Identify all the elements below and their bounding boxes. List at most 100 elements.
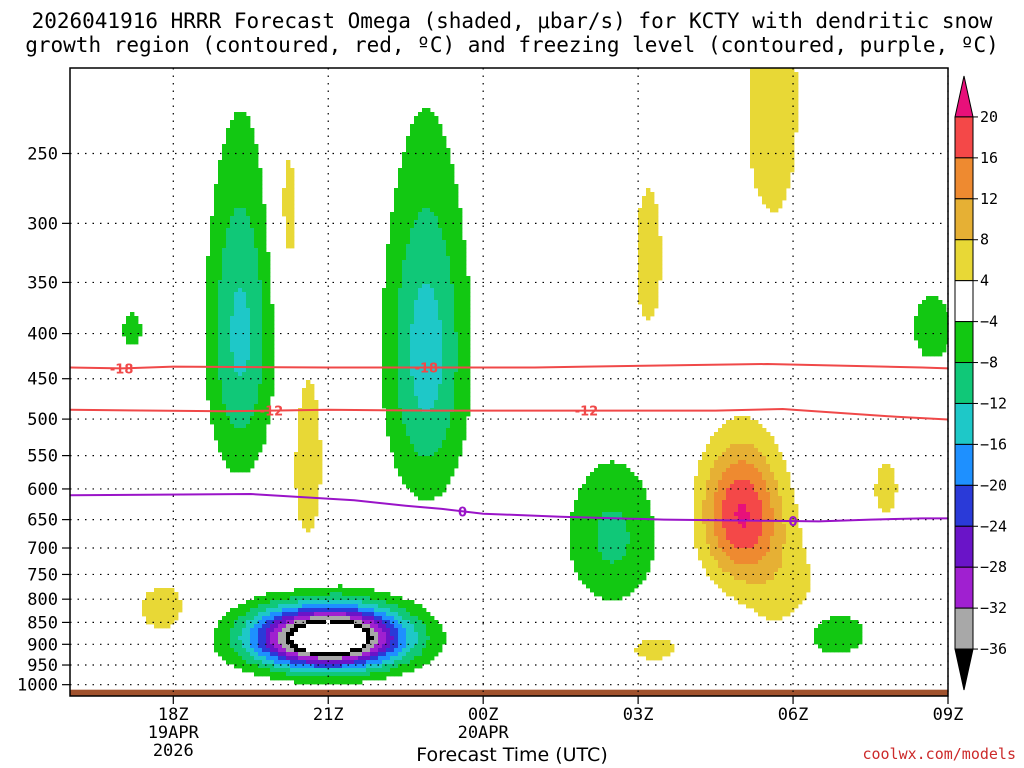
- omega-cell: [598, 496, 603, 501]
- omega-cell: [358, 592, 363, 597]
- omega-cell: [234, 464, 239, 469]
- omega-cell: [394, 608, 399, 613]
- omega-cell: [446, 220, 451, 225]
- omega-cell: [434, 216, 439, 221]
- omega-cell: [394, 272, 399, 277]
- omega-cell: [430, 204, 435, 209]
- omega-cell: [422, 328, 427, 333]
- omega-cell: [418, 176, 423, 181]
- omega-cell: [446, 388, 451, 393]
- omega-cell: [238, 116, 243, 121]
- omega-cell: [162, 604, 167, 609]
- omega-cell: [394, 600, 399, 605]
- omega-cell: [414, 164, 419, 169]
- omega-cell: [442, 228, 447, 233]
- omega-cell: [226, 232, 231, 237]
- omega-cell: [458, 276, 463, 281]
- omega-cell: [250, 332, 255, 337]
- omega-cell: [638, 568, 643, 573]
- omega-cell: [414, 260, 419, 265]
- omega-cell: [430, 476, 435, 481]
- omega-cell: [230, 656, 235, 661]
- omega-cell: [306, 404, 311, 409]
- omega-cell: [434, 156, 439, 161]
- omega-cell: [246, 144, 251, 149]
- omega-cell: [254, 440, 259, 445]
- omega-cell: [414, 240, 419, 245]
- omega-cell: [262, 320, 267, 325]
- omega-cell: [302, 624, 307, 629]
- omega-cell: [358, 612, 363, 617]
- omega-cell: [210, 300, 215, 305]
- omega-cell: [442, 296, 447, 301]
- omega-cell: [454, 440, 459, 445]
- omega-cell: [430, 324, 435, 329]
- omega-cell: [406, 136, 411, 141]
- omega-cell: [406, 336, 411, 341]
- omega-cell: [258, 656, 263, 661]
- omega-cell: [250, 600, 255, 605]
- omega-cell: [302, 484, 307, 489]
- omega-cell: [454, 420, 459, 425]
- omega-cell: [454, 240, 459, 245]
- omega-cell: [618, 568, 623, 573]
- omega-cell: [338, 672, 343, 677]
- omega-cell: [226, 160, 231, 165]
- omega-cell: [438, 276, 443, 281]
- omega-cell: [286, 644, 291, 649]
- omega-cell: [638, 524, 643, 529]
- omega-cell: [222, 340, 227, 345]
- omega-cell: [394, 404, 399, 409]
- omega-cell: [230, 284, 235, 289]
- omega-cell: [462, 432, 467, 437]
- omega-cell: [370, 604, 375, 609]
- omega-cell: [234, 116, 239, 121]
- omega-cell: [414, 200, 419, 205]
- omega-cell: [350, 664, 355, 669]
- omega-cell: [414, 180, 419, 185]
- omega-cell: [166, 608, 171, 613]
- omega-cell: [426, 340, 431, 345]
- omega-cell: [386, 604, 391, 609]
- omega-cell: [246, 332, 251, 337]
- omega-cell: [246, 352, 251, 357]
- omega-cell: [242, 184, 247, 189]
- omega-cell: [342, 656, 347, 661]
- omega-cell: [138, 324, 143, 329]
- omega-cell: [230, 440, 235, 445]
- omega-cell: [386, 616, 391, 621]
- omega-cell: [426, 112, 431, 117]
- omega-cell: [226, 152, 231, 157]
- omega-cell: [362, 632, 367, 637]
- omega-cell: [366, 608, 371, 613]
- omega-cell: [270, 636, 275, 641]
- omega-cell: [366, 632, 371, 637]
- omega-cell: [246, 188, 251, 193]
- omega-cell: [398, 616, 403, 621]
- omega-cell: [258, 428, 263, 433]
- omega-cell: [354, 636, 359, 641]
- omega-cell: [342, 636, 347, 641]
- omega-cell: [246, 360, 251, 365]
- omega-cell: [306, 640, 311, 645]
- omega-cell: [578, 532, 583, 537]
- omega-cell: [434, 464, 439, 469]
- omega-cell: [234, 320, 239, 325]
- omega-cell: [462, 332, 467, 337]
- omega-cell: [306, 660, 311, 665]
- omega-cell: [606, 512, 611, 517]
- omega-cell: [306, 464, 311, 469]
- omega-cell: [642, 228, 647, 233]
- omega-cell: [422, 192, 427, 197]
- omega-cell: [430, 384, 435, 389]
- omega-cell: [406, 396, 411, 401]
- omega-cell: [402, 412, 407, 417]
- omega-cell: [142, 608, 147, 613]
- omega-cell: [302, 504, 307, 509]
- omega-cell: [218, 244, 223, 249]
- omega-cell: [242, 380, 247, 385]
- omega-cell: [442, 440, 447, 445]
- omega-cell: [214, 428, 219, 433]
- omega-cell: [242, 396, 247, 401]
- omega-cell: [286, 592, 291, 597]
